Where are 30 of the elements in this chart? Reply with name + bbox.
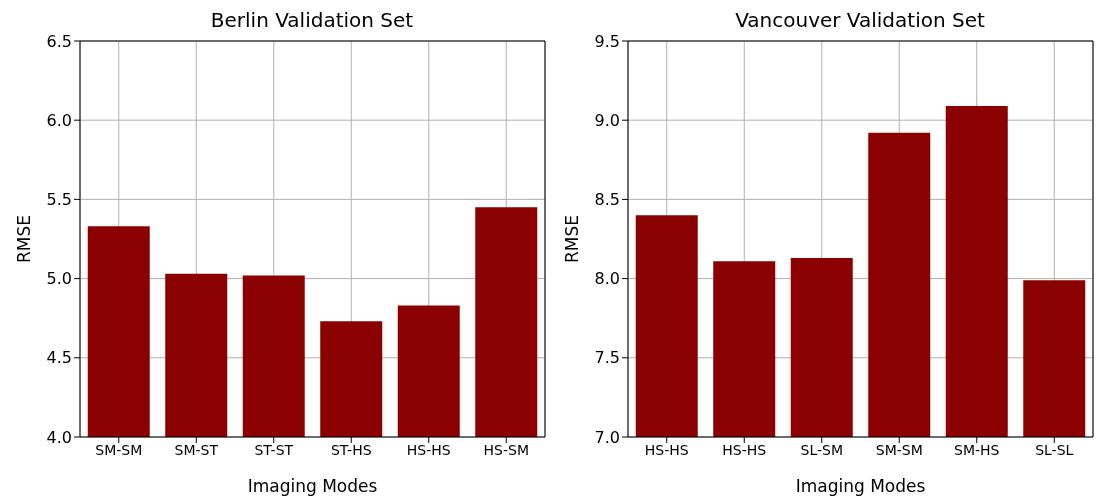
- y-tick-label: 8.5: [594, 190, 620, 210]
- x-tick-label: ST-HS: [330, 441, 372, 458]
- y-tick-label: 7.5: [594, 348, 620, 368]
- x-tick-label: HS-HS: [406, 441, 451, 458]
- x-axis-title: Imaging Modes: [795, 476, 926, 496]
- chart-title: Vancouver Validation Set: [734, 8, 986, 32]
- y-tick-label: 5.5: [46, 190, 72, 210]
- x-tick-label: SL-SM: [800, 441, 843, 458]
- y-tick-label: 7.0: [594, 427, 620, 447]
- x-tick-label: HS-HS: [722, 441, 767, 458]
- x-tick-label: HS-HS: [644, 441, 689, 458]
- y-tick-label: 8.0: [594, 269, 620, 289]
- y-tick-label: 9.0: [594, 110, 620, 130]
- y-tick-label: 5.0: [46, 269, 72, 289]
- chart-title: Berlin Validation Set: [209, 8, 415, 32]
- x-tick-label: SM-SM: [95, 441, 143, 458]
- x-axis-title: Imaging Modes: [247, 476, 378, 496]
- x-tick-label: ST-ST: [254, 441, 294, 458]
- y-tick-label: 4.0: [46, 427, 72, 447]
- x-tick-label: SM-ST: [174, 441, 219, 458]
- y-tick-label: 6.5: [46, 31, 72, 51]
- y-tick-label: 4.5: [46, 348, 72, 368]
- y-tick-label: 6.0: [46, 110, 72, 130]
- y-tick-label: 9.5: [594, 31, 620, 51]
- x-tick-label: SM-SM: [875, 441, 923, 458]
- y-axis-title: RMSE: [562, 214, 583, 264]
- x-tick-label: SM-HS: [954, 441, 1000, 458]
- x-tick-label: HS-SM: [483, 441, 529, 458]
- x-tick-label: SL-SL: [1035, 441, 1074, 458]
- y-axis-title: RMSE: [14, 214, 35, 264]
